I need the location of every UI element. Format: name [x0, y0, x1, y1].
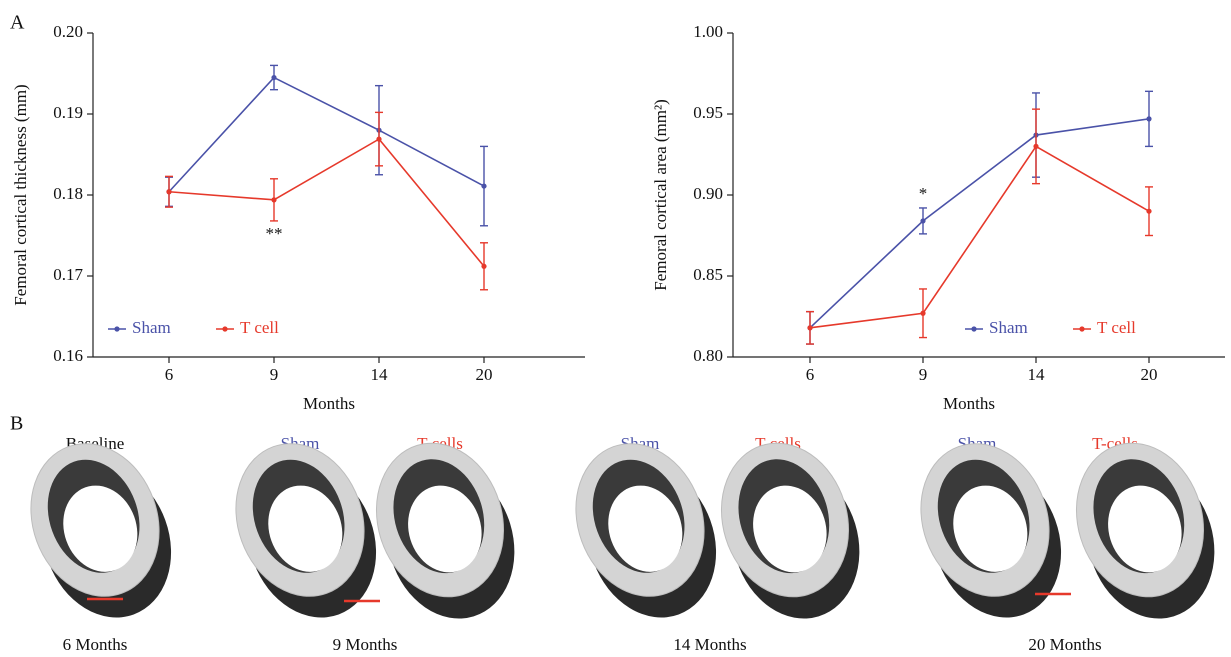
point — [166, 189, 171, 194]
annotation: ** — [266, 224, 283, 243]
bone-section — [358, 426, 533, 636]
y-tick-label: 0.85 — [693, 265, 723, 284]
point — [920, 311, 925, 316]
series-line — [169, 78, 484, 192]
panel-label: A — [10, 12, 25, 34]
point — [1146, 116, 1151, 121]
point — [1033, 144, 1038, 149]
x-tick-label: 6 — [806, 365, 815, 384]
x-tick-label: 6 — [165, 365, 174, 384]
group-caption: 20 Months — [1028, 635, 1101, 654]
point — [271, 197, 276, 202]
point — [920, 218, 925, 223]
point — [376, 137, 381, 142]
bone-section — [1058, 426, 1231, 636]
y-tick-label: 0.19 — [53, 103, 83, 122]
group-caption: 14 Months — [673, 635, 746, 654]
y-tick-label: 0.20 — [53, 22, 83, 41]
point — [807, 325, 812, 330]
bone-section — [703, 426, 878, 636]
page: A 0.16 0.17 0.18 0.19 0.20 6 9 14 20 Months Femora… — [0, 0, 1231, 657]
annotation: * — [919, 184, 928, 203]
point — [271, 75, 276, 80]
x-tick-label: 9 — [919, 365, 928, 384]
y-axis-label: Femoral cortical thickness (mm) — [11, 84, 30, 305]
x-tick-label: 20 — [1141, 365, 1158, 384]
point — [1146, 209, 1151, 214]
legend-dot — [114, 326, 119, 331]
series-line — [810, 146, 1149, 327]
series-line — [169, 139, 484, 266]
legend-label: T cell — [1097, 318, 1136, 337]
legend-dot — [222, 326, 227, 331]
y-tick-label: 0.90 — [693, 184, 723, 203]
y-tick-label: 0.17 — [53, 265, 83, 284]
group-caption: 6 Months — [63, 635, 128, 654]
y-tick-label: 0.16 — [53, 346, 83, 365]
x-axis-label: Months — [303, 394, 355, 413]
point — [481, 264, 486, 269]
panel-label: B — [10, 413, 23, 435]
x-axis-label: Months — [943, 394, 995, 413]
y-axis-label: Femoral cortical area (mm²) — [651, 99, 670, 291]
legend-label: T cell — [240, 318, 279, 337]
y-tick-label: 0.18 — [53, 184, 83, 203]
bone-section — [555, 424, 737, 637]
x-tick-label: 14 — [1028, 365, 1046, 384]
legend-label: Sham — [989, 318, 1028, 337]
series-line — [810, 119, 1149, 328]
bone-section — [215, 424, 397, 637]
y-tick-label: 0.80 — [693, 346, 723, 365]
y-tick-label: 1.00 — [693, 22, 723, 41]
figure: A 0.16 0.17 0.18 0.19 0.20 6 9 14 20 Months Femora… — [0, 0, 1231, 657]
x-tick-label: 20 — [476, 365, 493, 384]
bone-section — [900, 424, 1082, 637]
legend-dot — [971, 326, 976, 331]
group-caption: 9 Months — [333, 635, 398, 654]
bone-section — [10, 424, 192, 637]
legend-dot — [1079, 326, 1084, 331]
y-tick-label: 0.95 — [693, 103, 723, 122]
legend-label: Sham — [132, 318, 171, 337]
x-tick-label: 14 — [371, 365, 389, 384]
point — [481, 183, 486, 188]
x-tick-label: 9 — [270, 365, 279, 384]
